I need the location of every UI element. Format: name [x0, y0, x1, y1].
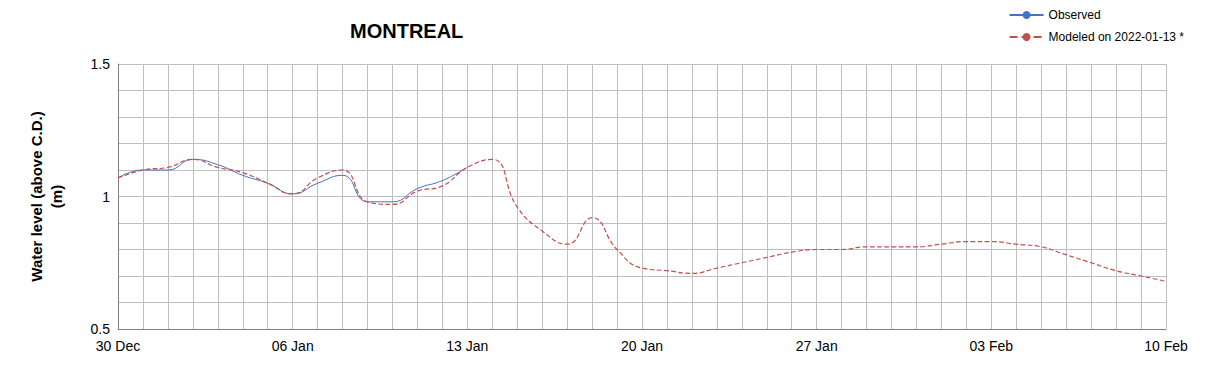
svg-text:27 Jan: 27 Jan: [796, 338, 838, 354]
svg-text:Water level (above C.D.): Water level (above C.D.): [28, 111, 45, 281]
svg-text:03 Feb: 03 Feb: [970, 338, 1014, 354]
svg-text:30 Dec: 30 Dec: [96, 338, 140, 354]
svg-text:1: 1: [102, 189, 110, 205]
svg-text:1.5: 1.5: [91, 56, 111, 72]
svg-text:Observed: Observed: [1049, 8, 1101, 22]
svg-text:(m): (m): [48, 185, 65, 208]
svg-text:10 Feb: 10 Feb: [1144, 338, 1188, 354]
svg-text:06 Jan: 06 Jan: [272, 338, 314, 354]
svg-text:Modeled on 2022-01-13 *: Modeled on 2022-01-13 *: [1049, 30, 1185, 44]
svg-text:13 Jan: 13 Jan: [446, 338, 488, 354]
svg-text:20 Jan: 20 Jan: [621, 338, 663, 354]
svg-text:0.5: 0.5: [91, 321, 111, 337]
svg-text:MONTREAL: MONTREAL: [350, 20, 463, 42]
